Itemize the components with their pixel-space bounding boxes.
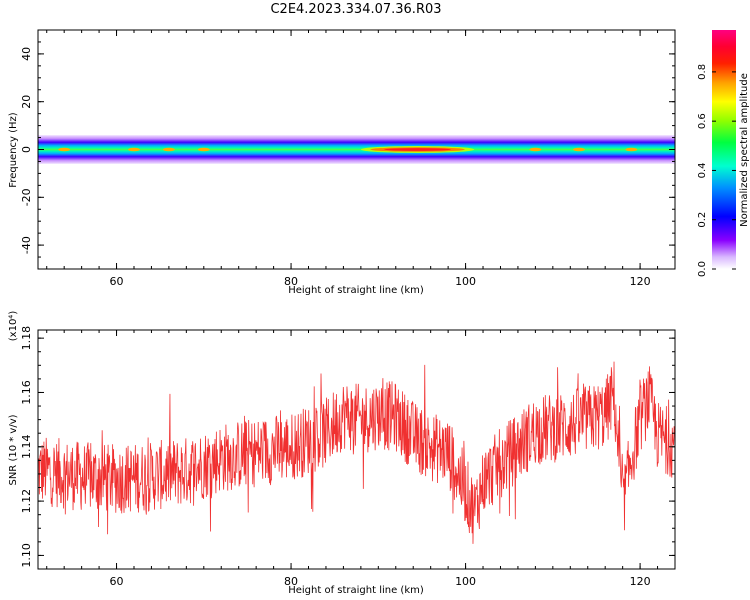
y-tick-label: 1.12 xyxy=(20,489,33,514)
colorbar-tick-label: 0.2 xyxy=(697,212,708,228)
colorbar-label: Normalized spectral amplitude xyxy=(739,73,750,227)
snr-y-ticks: 1.10 1.12 1.14 1.16 1.18 xyxy=(20,326,675,568)
band-hotspot xyxy=(127,147,140,152)
spectrogram-y-ticks: 40 20 0 -20 -40 xyxy=(20,29,675,270)
colorbar-tick-label: 0.0 xyxy=(697,261,708,277)
y-tick-label: 1.14 xyxy=(20,435,33,460)
x-tick-label: 60 xyxy=(110,575,124,588)
spectrogram-panel: 60 80 100 120 40 20 0 -20 -40 Height of straigh… xyxy=(8,29,676,296)
band-hotspot xyxy=(625,147,638,152)
band-hotspot xyxy=(573,147,586,152)
snr-panel: 60 80 100 120 1.10 1.12 1.14 1.16 1.18 Height o… xyxy=(8,311,676,596)
peak-center xyxy=(384,148,451,151)
chart-title: C2E4.2023.334.07.36.R03 xyxy=(270,2,442,17)
band-hotspot xyxy=(162,147,175,152)
y-tick-label: 1.18 xyxy=(20,326,33,351)
x-tick-label: 120 xyxy=(630,575,651,588)
y-tick-label: -20 xyxy=(20,188,33,206)
y-tick-label: 40 xyxy=(20,47,33,61)
snr-series-line xyxy=(38,361,675,544)
snr-x-ticks: 60 80 100 120 xyxy=(46,330,676,588)
x-tick-label: 80 xyxy=(284,575,298,588)
x-tick-label: 100 xyxy=(455,575,476,588)
snr-x-label: Height of straight line (km) xyxy=(288,585,424,596)
band-hotspot xyxy=(197,147,210,152)
x-tick-label: 60 xyxy=(110,275,124,288)
snr-y-multiplier: (x10⁴) xyxy=(8,311,19,342)
colorbar: 0.0 0.2 0.4 0.6 0.8 Normalized spectral ampl… xyxy=(697,30,750,277)
y-tick-label: 20 xyxy=(20,95,33,109)
colorbar-gradient xyxy=(712,30,736,269)
x-tick-label: 100 xyxy=(455,275,476,288)
snr-frame xyxy=(37,329,676,570)
spectrogram-x-label: Height of straight line (km) xyxy=(288,285,424,296)
y-tick-label: 0 xyxy=(20,146,33,153)
y-tick-label: 1.16 xyxy=(20,380,33,405)
colorbar-tick-label: 0.8 xyxy=(697,64,708,80)
y-tick-label: -40 xyxy=(20,236,33,254)
spectral-peak-region xyxy=(58,146,638,153)
colorbar-ticks: 0.0 0.2 0.4 0.6 0.8 xyxy=(697,64,736,277)
x-tick-label: 120 xyxy=(630,275,651,288)
y-tick-label: 1.10 xyxy=(20,543,33,568)
band-hotspot xyxy=(58,147,71,152)
snr-y-label: SNR (10 * v/v) xyxy=(8,414,19,485)
spectral-band xyxy=(38,135,675,164)
band-hotspot xyxy=(529,147,542,152)
spectrogram-x-ticks: 60 80 100 120 xyxy=(46,30,676,288)
x-tick-label: 80 xyxy=(284,275,298,288)
spectrogram-y-label: Frequency (Hz) xyxy=(8,112,19,188)
colorbar-tick-label: 0.6 xyxy=(697,113,708,129)
colorbar-tick-label: 0.4 xyxy=(697,162,708,178)
